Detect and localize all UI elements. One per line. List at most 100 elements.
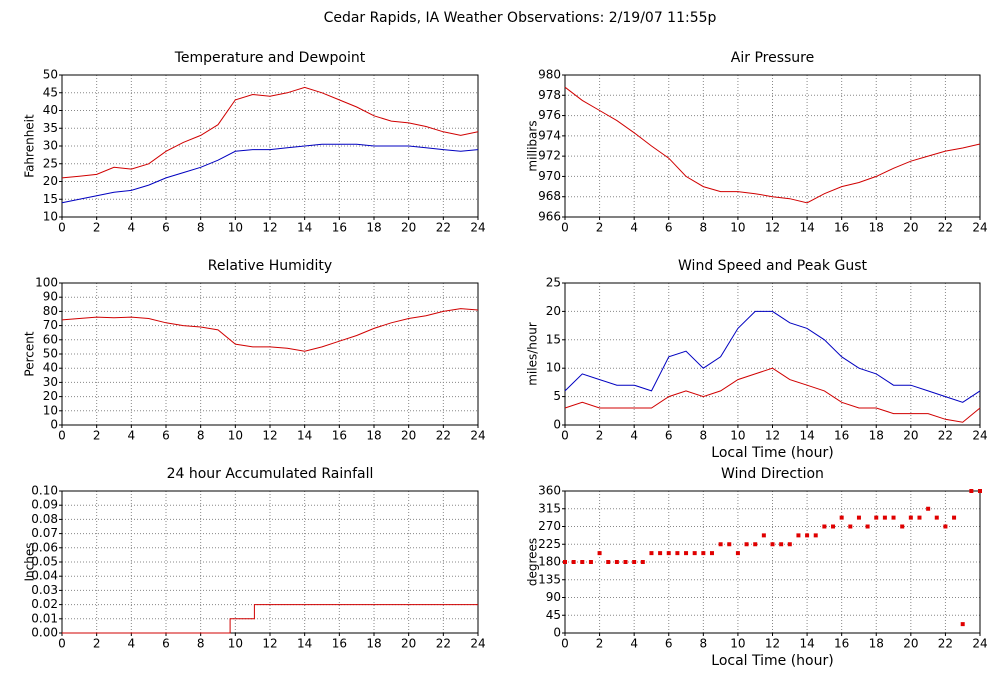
data-point — [692, 551, 697, 556]
x-tick-label: 14 — [297, 221, 312, 235]
y-tick-label: 0 — [553, 418, 561, 432]
data-point — [675, 551, 680, 556]
x-tick-label: 2 — [93, 221, 101, 235]
y-tick-label: 25 — [546, 276, 561, 290]
x-tick-label: 0 — [561, 637, 569, 651]
x-tick-label: 6 — [665, 637, 673, 651]
data-point — [978, 489, 982, 493]
data-point — [839, 515, 844, 520]
y-tick-label: 225 — [538, 537, 561, 551]
x-tick-label: 20 — [903, 429, 918, 443]
x-tick-label: 10 — [228, 637, 243, 651]
x-tick-label: 8 — [700, 429, 708, 443]
data-point — [727, 542, 732, 547]
y-tick-label: 20 — [43, 174, 58, 188]
y-tick-label: 0.10 — [31, 484, 58, 498]
x-tick-label: 24 — [470, 221, 485, 235]
data-line — [564, 310, 981, 403]
x-tick-label: 16 — [834, 221, 849, 235]
y-tick-label: 20 — [43, 389, 58, 403]
data-line — [61, 308, 479, 352]
y-tick-label: 10 — [43, 403, 58, 417]
x-tick-label: 6 — [665, 429, 673, 443]
data-point — [882, 515, 887, 520]
x-tick-label: 10 — [228, 429, 243, 443]
y-tick-label: 30 — [43, 139, 58, 153]
data-point — [934, 515, 939, 520]
data-point — [606, 560, 611, 564]
x-tick-label: 16 — [332, 429, 347, 443]
x-tick-label: 12 — [765, 221, 780, 235]
plot-frame — [564, 282, 981, 426]
x-tick-label: 18 — [869, 221, 884, 235]
x-tick-label: 4 — [128, 429, 136, 443]
x-tick-label: 16 — [332, 637, 347, 651]
x-tick-label: 18 — [366, 429, 381, 443]
y-tick-label: 30 — [43, 375, 58, 389]
x-tick-label: 24 — [972, 429, 987, 443]
plot-frame — [564, 74, 981, 218]
x-tick-label: 22 — [436, 637, 451, 651]
data-point — [718, 542, 723, 547]
data-point — [658, 551, 663, 556]
data-line — [61, 86, 479, 179]
y-tick-label: 180 — [538, 555, 561, 569]
y-tick-label: 135 — [538, 572, 561, 586]
data-point — [684, 551, 689, 556]
y-tick-label: 100 — [35, 276, 58, 290]
x-tick-label: 20 — [401, 429, 416, 443]
data-point — [744, 542, 749, 547]
chart-title: Air Pressure — [731, 50, 814, 66]
y-tick-label: 45 — [546, 608, 561, 622]
x-tick-label: 20 — [401, 637, 416, 651]
y-tick-label: 60 — [43, 332, 58, 346]
data-point — [960, 622, 965, 627]
data-point — [831, 524, 836, 529]
y-tick-label: 0.03 — [31, 583, 58, 597]
data-point — [891, 515, 896, 520]
x-tick-label: 22 — [938, 221, 953, 235]
data-point — [632, 560, 637, 564]
x-axis-label: Local Time (hour) — [711, 653, 833, 669]
data-point — [805, 533, 810, 538]
x-tick-label: 16 — [834, 637, 849, 651]
y-tick-label: 10 — [43, 210, 58, 224]
x-tick-label: 4 — [630, 429, 638, 443]
y-tick-label: 0 — [553, 626, 561, 640]
y-tick-label: 0.08 — [31, 512, 58, 526]
data-point — [640, 560, 645, 564]
y-tick-label: 70 — [43, 318, 58, 332]
x-tick-label: 10 — [730, 221, 745, 235]
data-point — [709, 551, 714, 556]
x-tick-label: 22 — [436, 429, 451, 443]
data-point — [900, 524, 905, 529]
x-tick-label: 24 — [972, 221, 987, 235]
data-point — [666, 551, 671, 556]
x-tick-label: 12 — [262, 429, 277, 443]
x-tick-label: 0 — [58, 637, 66, 651]
data-point — [623, 560, 628, 564]
data-point — [588, 560, 593, 564]
x-tick-label: 14 — [799, 221, 814, 235]
y-tick-label: 978 — [538, 88, 561, 102]
y-tick-label: 90 — [43, 290, 58, 304]
x-tick-label: 22 — [938, 637, 953, 651]
chart-panel: 24 hour Accumulated RainfallInches0.000.… — [23, 466, 486, 651]
y-tick-label: 40 — [43, 103, 58, 117]
y-tick-label: 0 — [50, 418, 58, 432]
data-point — [796, 533, 801, 538]
y-axis-label: miles/hour — [526, 322, 540, 386]
y-tick-label: 0.00 — [31, 626, 58, 640]
chart-title: Relative Humidity — [208, 258, 332, 274]
y-tick-label: 15 — [43, 192, 58, 206]
x-tick-label: 2 — [596, 637, 604, 651]
x-tick-label: 16 — [332, 221, 347, 235]
x-tick-label: 10 — [730, 637, 745, 651]
y-tick-label: 0.01 — [31, 611, 58, 625]
chart-panel: Wind Speed and Peak Gust miles/hour Local … — [526, 258, 988, 461]
x-tick-label: 14 — [799, 429, 814, 443]
data-point — [580, 560, 585, 564]
y-tick-label: 0.04 — [31, 569, 58, 583]
